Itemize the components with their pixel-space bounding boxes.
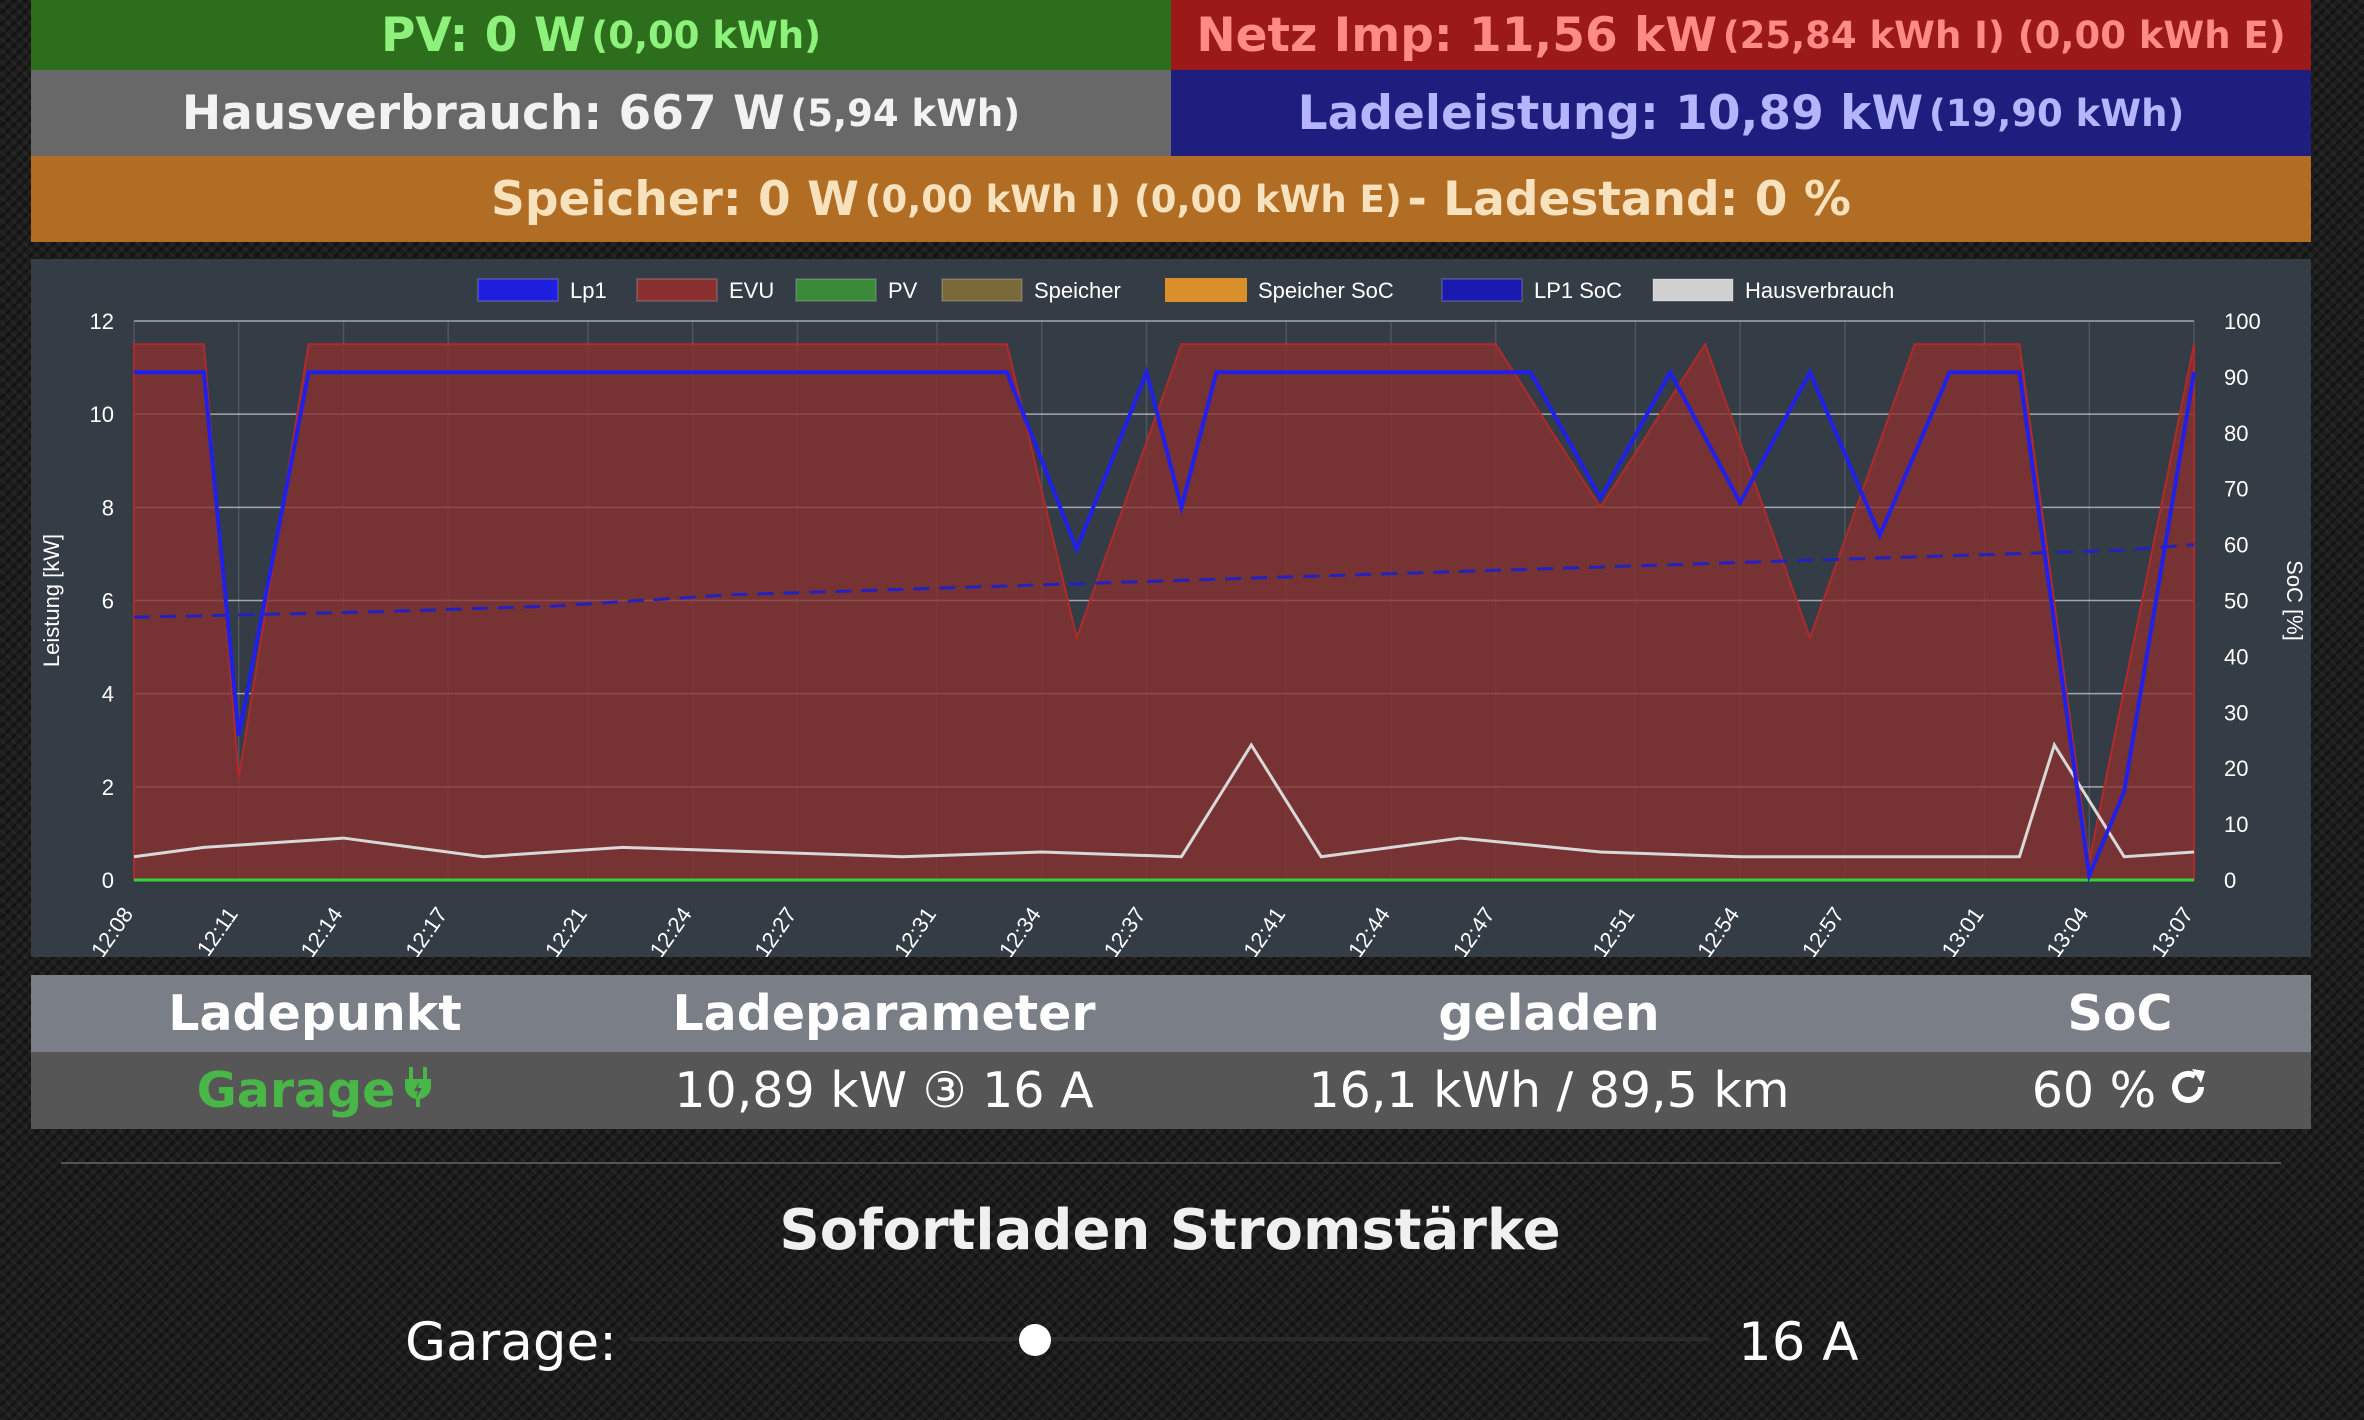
charged-energy: 16,1 kWh / 89,5 km — [1169, 1052, 1929, 1129]
storage-level: - Ladestand: 0 % — [1407, 172, 1851, 227]
legend-swatch-6 — [1653, 279, 1733, 301]
current-slider-track[interactable] — [630, 1337, 1710, 1341]
ytick-right-6: 60 — [2224, 533, 2248, 558]
legend-swatch-0 — [478, 279, 558, 301]
series-evu-area — [134, 344, 2194, 880]
ylabel-right: SoC [%] — [2282, 560, 2307, 641]
current-slider-value: 16 A — [1738, 1312, 1859, 1373]
charge-parameters: 10,89 kW ③ 16 A — [599, 1052, 1169, 1129]
phases-icon: ③ — [923, 1062, 967, 1119]
ytick-right-0: 0 — [2224, 868, 2236, 893]
plug-icon — [403, 1062, 433, 1119]
xtick-10: 12:41 — [1238, 903, 1290, 957]
ytick-right-7: 70 — [2224, 477, 2248, 502]
xtick-4: 12:21 — [540, 903, 592, 957]
storage-energy: (0,00 kWh I) (0,00 kWh E) — [865, 178, 1402, 221]
xtick-3: 12:17 — [400, 903, 452, 957]
ytick-right-4: 40 — [2224, 644, 2248, 669]
ytick-right-2: 20 — [2224, 756, 2248, 781]
xtick-7: 12:31 — [889, 903, 941, 957]
legend-label-0: Lp1 — [570, 278, 607, 303]
xtick-16: 13:01 — [1937, 903, 1989, 957]
legend-swatch-3 — [942, 279, 1022, 301]
current-slider-thumb[interactable] — [1019, 1324, 1051, 1356]
house-energy: (5,94 kWh) — [790, 92, 1020, 135]
storage-power: Speicher: 0 W — [491, 172, 859, 227]
ytick-left-4: 8 — [102, 495, 114, 520]
xtick-0: 12:08 — [86, 903, 138, 957]
legend-label-6: Hausverbrauch — [1745, 278, 1894, 303]
ytick-right-3: 30 — [2224, 700, 2248, 725]
xtick-12: 12:47 — [1448, 903, 1500, 957]
xtick-1: 12:11 — [192, 903, 243, 957]
charge-power: Ladeleistung: 10,89 kW — [1298, 86, 1924, 141]
xtick-9: 12:37 — [1099, 903, 1151, 957]
ytick-right-8: 80 — [2224, 421, 2248, 446]
power-chart-svg: Lp1 EVU PV Speicher Speicher SoC LP1 SoC Hausv… — [31, 259, 2311, 957]
grid-energy: (25,84 kWh I) (0,00 kWh E) — [1723, 14, 2286, 57]
xtick-13: 12:51 — [1587, 903, 1639, 957]
refresh-icon[interactable] — [2168, 1062, 2208, 1119]
pv-energy: (0,00 kWh) — [591, 14, 821, 57]
ytick-left-3: 6 — [102, 589, 114, 614]
xtick-6: 12:27 — [749, 903, 801, 957]
legend-swatch-2 — [796, 279, 876, 301]
legend-swatch-1 — [637, 279, 717, 301]
legend-swatch-4 — [1166, 279, 1246, 301]
section-divider — [61, 1162, 2281, 1164]
legend-label-5: LP1 SoC — [1534, 278, 1622, 303]
charge-power-value: 10,89 kW — [674, 1062, 907, 1119]
header-ladeparameter: Ladeparameter — [599, 975, 1169, 1052]
pv-power: PV: 0 W — [381, 8, 586, 63]
xtick-8: 12:34 — [994, 903, 1046, 957]
power-chart[interactable]: Lp1 EVU PV Speicher Speicher SoC LP1 SoC Hausv… — [31, 259, 2311, 957]
header-soc: SoC — [1929, 975, 2311, 1052]
charge-current: 16 A — [982, 1062, 1093, 1119]
xtick-17: 13:04 — [2041, 903, 2093, 957]
slider-label: Garage: — [405, 1312, 617, 1373]
ylabel-left: Leistung [kW] — [39, 534, 64, 667]
ytick-left-5: 10 — [90, 402, 114, 427]
legend-label-4: Speicher SoC — [1258, 278, 1394, 303]
chargepoint-name[interactable]: Garage — [31, 1052, 599, 1129]
legend-label-2: PV — [888, 278, 918, 303]
pv-summary: PV: 0 W (0,00 kWh) — [31, 0, 1171, 70]
xtick-11: 12:44 — [1343, 903, 1395, 957]
legend-label-3: Speicher — [1034, 278, 1121, 303]
legend-label-1: EVU — [729, 278, 774, 303]
ytick-right-1: 10 — [2224, 812, 2248, 837]
ytick-right-5: 50 — [2224, 589, 2248, 614]
chargepoint-name-label: Garage — [197, 1062, 396, 1119]
ytick-right-9: 90 — [2224, 365, 2248, 390]
xtick-5: 12:24 — [645, 903, 697, 957]
house-power: Hausverbrauch: 667 W — [182, 86, 785, 141]
grid-power: Netz Imp: 11,56 kW — [1196, 8, 1717, 63]
ytick-left-6: 12 — [90, 309, 114, 334]
ytick-left-1: 2 — [102, 775, 114, 800]
ytick-right-10: 100 — [2224, 309, 2261, 334]
header-geladen: geladen — [1169, 975, 1929, 1052]
table-header: Ladepunkt Ladeparameter geladen SoC — [31, 975, 2311, 1052]
xtick-2: 12:14 — [296, 903, 348, 957]
xtick-14: 12:54 — [1692, 903, 1744, 957]
charge-energy: (19,90 kWh) — [1929, 92, 2185, 135]
charge-summary: Ladeleistung: 10,89 kW (19,90 kWh) — [1171, 70, 2311, 156]
chargepoint-table: Ladepunkt Ladeparameter geladen SoC Gara… — [31, 975, 2311, 1129]
ytick-left-0: 0 — [102, 868, 114, 893]
xtick-18: 13:07 — [2146, 903, 2198, 957]
soc-cell[interactable]: 60 % — [1929, 1052, 2311, 1129]
xtick-15: 12:57 — [1797, 903, 1849, 957]
ytick-left-2: 4 — [102, 682, 114, 707]
soc-value: 60 % — [2032, 1062, 2157, 1119]
grid-summary: Netz Imp: 11,56 kW (25,84 kWh I) (0,00 k… — [1171, 0, 2311, 70]
sofortladen-title: Sofortladen Stromstärke — [0, 1198, 2340, 1263]
table-row: Garage 10,89 kW ③ 16 A 16,1 kWh / 89,5 k… — [31, 1052, 2311, 1129]
storage-summary: Speicher: 0 W (0,00 kWh I) (0,00 kWh E) … — [31, 156, 2311, 242]
house-summary: Hausverbrauch: 667 W (5,94 kWh) — [31, 70, 1171, 156]
legend-swatch-5 — [1442, 279, 1522, 301]
header-ladepunkt: Ladepunkt — [31, 975, 599, 1052]
